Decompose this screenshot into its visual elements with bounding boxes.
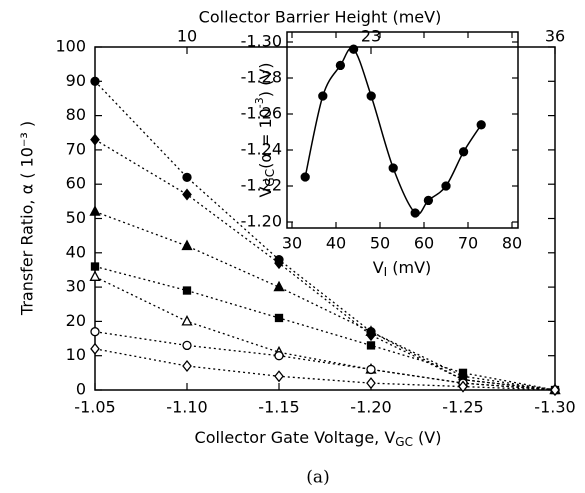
y-tick-label: 0 xyxy=(76,380,86,399)
y-tick-label: 30 xyxy=(66,277,86,296)
inset-y-tick-label: -1.28 xyxy=(241,68,282,87)
marker xyxy=(335,60,346,71)
marker xyxy=(89,205,101,216)
marker xyxy=(182,286,192,295)
inset-curve xyxy=(304,47,482,215)
y-axis-title: Transfer Ratio, α ( 10⁻³ ) xyxy=(18,121,37,316)
inset-y-part: V xyxy=(256,187,275,198)
inset-x-sub: I xyxy=(384,265,388,279)
inset-y-title: VGC(α = 10-3) (V) xyxy=(253,62,277,197)
series-line xyxy=(94,265,556,391)
marker xyxy=(410,208,420,218)
inset-y-part: ) (V) xyxy=(256,62,275,97)
marker xyxy=(318,91,328,101)
marker xyxy=(458,368,468,378)
x-tick-label: -1.30 xyxy=(534,398,575,417)
x-title-part: (V) xyxy=(413,428,442,447)
x-tick-label: -1.15 xyxy=(258,398,299,417)
inset-x-tick-label: 40 xyxy=(326,234,346,253)
marker xyxy=(366,341,376,350)
inset-frame xyxy=(286,31,519,229)
inset-x-tick-label: 80 xyxy=(502,234,522,253)
marker xyxy=(274,351,284,361)
x-tick-label: -1.20 xyxy=(350,398,391,417)
x-tick-label: -1.25 xyxy=(442,398,483,417)
inset-y-part: (α = 10 xyxy=(256,108,275,169)
marker xyxy=(274,313,284,323)
marker xyxy=(182,359,192,373)
y-tick-label: 90 xyxy=(66,71,86,90)
top-tick-label: 23 xyxy=(361,27,381,46)
y-tick-label: 20 xyxy=(66,311,86,330)
marker xyxy=(182,340,192,351)
inset-x-tick-label: 60 xyxy=(414,234,434,253)
x-tick-label: -1.10 xyxy=(166,398,207,417)
top-tick-label: 36 xyxy=(545,27,565,46)
inset-x-title: VI (mV) xyxy=(373,258,432,279)
y-tick-label: 60 xyxy=(66,174,86,193)
inset-x-part: (mV) xyxy=(387,258,431,277)
series-line xyxy=(94,211,556,391)
series-line xyxy=(94,80,556,391)
marker xyxy=(476,120,486,130)
marker xyxy=(274,370,284,383)
top-tick-label: 10 xyxy=(177,27,197,46)
marker xyxy=(89,270,101,281)
marker xyxy=(90,327,100,337)
inset-y-tick-label: -1.22 xyxy=(241,176,282,195)
marker xyxy=(90,133,100,146)
marker xyxy=(423,195,434,206)
y-tick-label: 50 xyxy=(66,208,86,227)
y-tick-label: 70 xyxy=(66,139,86,158)
series-line xyxy=(94,276,556,391)
inset-y-tick-label: -1.30 xyxy=(241,32,282,51)
inset-y-tick-label: -1.24 xyxy=(241,140,282,159)
y-tick-label: 100 xyxy=(55,37,86,56)
x-title-part: Collector Gate Voltage, V xyxy=(195,428,396,447)
marker xyxy=(273,280,285,292)
y-tick-label: 10 xyxy=(66,345,86,364)
marker xyxy=(181,239,193,251)
inset-y-tick-label: -1.20 xyxy=(241,212,282,231)
caption: (a) xyxy=(306,468,329,488)
marker xyxy=(348,44,359,54)
marker xyxy=(365,325,377,336)
inset-x-tick-label: 30 xyxy=(282,234,302,253)
inset-x-tick-label: 50 xyxy=(370,234,390,253)
marker xyxy=(90,76,100,86)
marker xyxy=(90,342,100,355)
marker xyxy=(458,380,468,393)
y-tick-label: 40 xyxy=(66,242,86,261)
x-tick-label: -1.05 xyxy=(74,398,115,417)
marker xyxy=(366,91,376,101)
marker xyxy=(388,163,398,173)
inset-y-sub: GC xyxy=(263,169,277,187)
marker xyxy=(550,383,560,397)
marker xyxy=(366,364,376,375)
x-axis-title: Collector Gate Voltage, VGC (V) xyxy=(195,428,442,449)
marker xyxy=(181,315,193,326)
inset-x-part: V xyxy=(373,258,384,277)
series-line xyxy=(94,139,556,391)
marker xyxy=(182,172,192,182)
series-line xyxy=(94,348,556,391)
marker xyxy=(441,181,451,191)
marker xyxy=(458,147,469,157)
x-title-sub: GC xyxy=(395,435,413,449)
marker xyxy=(182,188,192,201)
inset-x-tick-label: 70 xyxy=(458,234,478,253)
marker xyxy=(366,377,376,390)
inset-y-sup: -3 xyxy=(253,97,266,108)
marker xyxy=(90,262,100,271)
inset-y-tick-label: -1.26 xyxy=(241,104,282,123)
marker xyxy=(274,257,284,270)
top-axis-title: Collector Barrier Height (meV) xyxy=(199,8,442,27)
y-tick-label: 80 xyxy=(66,105,86,124)
marker xyxy=(300,172,310,182)
